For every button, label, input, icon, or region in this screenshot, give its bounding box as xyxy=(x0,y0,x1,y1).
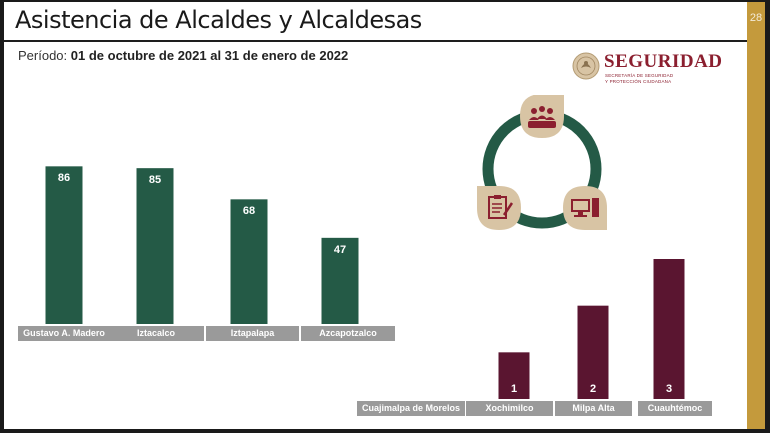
category-label: Cuajimalpa de Morelos xyxy=(357,401,465,416)
bar-top-1 xyxy=(136,168,174,324)
logo-subtitle-line2: Y PROTECCIÓN CIUDADANA xyxy=(605,79,672,84)
bar-value-label: 86 xyxy=(57,172,71,185)
bar-bottom-1 xyxy=(498,352,530,399)
category-label: Milpa Alta xyxy=(555,401,632,416)
slide-title: Asistencia de Alcaldes y Alcaldesas xyxy=(15,6,422,34)
cycle-diagram xyxy=(477,95,607,230)
category-label: Cuauhtémoc xyxy=(638,401,712,416)
logo-subtitle-line1: SECRETARÍA DE SEGURIDAD xyxy=(605,73,674,78)
logo-title: SEGURIDAD xyxy=(604,51,723,72)
chart-bottom-four xyxy=(498,259,685,399)
category-label: Azcapotzalco xyxy=(301,326,395,341)
computer-icon xyxy=(563,186,607,230)
bar-bottom-3 xyxy=(653,259,685,399)
bar-value-label: 68 xyxy=(242,205,256,218)
chart-top-four xyxy=(45,166,359,324)
period-line: Período: 01 de octubre de 2021 al 31 de … xyxy=(18,48,348,63)
bar-top-3 xyxy=(321,237,359,324)
period-value: 01 de octubre de 2021 al 31 de enero de … xyxy=(70,48,349,63)
bar-top-0 xyxy=(45,166,83,324)
checklist-icon xyxy=(477,186,521,230)
category-label: Iztapalapa xyxy=(206,326,299,341)
category-label: Gustavo A. Madero xyxy=(18,326,110,341)
bar-value-label: 2 xyxy=(589,383,597,395)
bar-value-label: 3 xyxy=(665,383,673,395)
seguridad-logo: SEGURIDAD SECRETARÍA DE SEGURIDAD Y PROT… xyxy=(572,50,742,88)
bar-bottom-2 xyxy=(577,305,609,399)
period-label: Período: xyxy=(18,48,68,63)
category-label: Iztacalco xyxy=(108,326,204,341)
people-icon xyxy=(520,95,564,138)
category-label: Xochimilco xyxy=(466,401,553,416)
side-accent-bar xyxy=(747,2,765,429)
bar-value-label: 1 xyxy=(510,383,518,395)
page-number: 28 xyxy=(749,12,763,24)
seal-icon xyxy=(572,52,600,80)
bar-value-label: 47 xyxy=(333,243,347,256)
header: Asistencia de Alcaldes y Alcaldesas xyxy=(4,2,747,42)
slide: Asistencia de Alcaldes y Alcaldesas 28 P… xyxy=(4,2,765,429)
bar-top-2 xyxy=(230,199,268,324)
bar-value-label: 85 xyxy=(148,174,162,187)
